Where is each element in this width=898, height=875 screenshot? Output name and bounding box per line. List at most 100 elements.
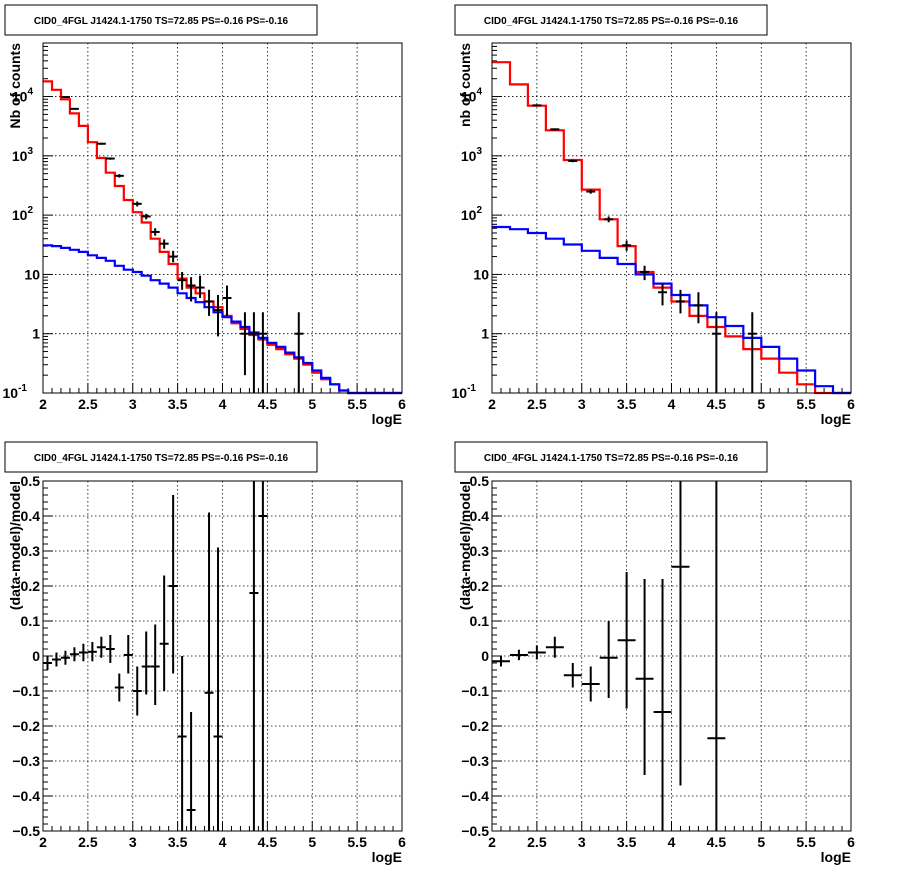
chart-title: CID0_4FGL J1424.1-1750 TS=72.85 PS=-0.16… xyxy=(484,16,739,27)
data-point xyxy=(249,312,259,393)
y-tick-label: 0.1 xyxy=(470,613,490,629)
data-point xyxy=(69,107,79,110)
y-axis-label: (data-model)/model xyxy=(457,481,473,610)
x-tick-label: 5.5 xyxy=(796,396,816,412)
data-point xyxy=(51,652,61,667)
data-point xyxy=(711,312,721,393)
y-tick-label: −0.2 xyxy=(461,718,489,734)
chart-title: CID0_4FGL J1424.1-1750 TS=72.85 PS=-0.16… xyxy=(484,453,739,464)
title-box: CID0_4FGL J1424.1-1750 TS=72.85 PS=-0.16… xyxy=(4,4,318,36)
title-box: CID0_4FGL J1424.1-1750 TS=72.85 PS=-0.16… xyxy=(4,441,318,473)
x-axis-label: logE xyxy=(372,411,402,427)
data-point xyxy=(693,292,703,324)
x-tick-label: 2.5 xyxy=(527,396,547,412)
data-point xyxy=(114,174,124,178)
y-tick-label: −0.5 xyxy=(461,823,489,839)
title-box: CID0_4FGL J1424.1-1750 TS=72.85 PS=-0.16… xyxy=(454,4,768,36)
y-tick-label: 0.3 xyxy=(470,543,490,559)
panel-4: CID0_4FGL J1424.1-1750 TS=72.85 PS=-0.16… xyxy=(454,441,855,865)
x-tick-label: 6 xyxy=(847,834,855,850)
x-tick-label: 5 xyxy=(757,834,765,850)
y-tick-label: 0.1 xyxy=(21,613,41,629)
grid xyxy=(492,481,851,831)
data-point xyxy=(105,157,115,160)
plot-frame xyxy=(491,480,852,832)
data-point xyxy=(527,645,546,660)
data-point xyxy=(492,656,510,667)
data-point xyxy=(177,656,187,831)
x-tick-label: 3.5 xyxy=(168,396,188,412)
x-tick-label: 4 xyxy=(219,834,227,850)
y-tick-label: −0.1 xyxy=(12,683,40,699)
data-point xyxy=(168,250,178,263)
data-point xyxy=(105,635,115,663)
data-point xyxy=(132,666,142,716)
data-point xyxy=(604,216,614,223)
x-tick-label: 6 xyxy=(398,834,406,850)
x-tick-label: 3.5 xyxy=(617,834,637,850)
data-point xyxy=(204,512,214,831)
data-point xyxy=(599,621,618,698)
y-tick-label: 0 xyxy=(481,648,489,664)
series-2 xyxy=(43,244,402,395)
x-tick-label: 4.5 xyxy=(707,834,727,850)
data-point xyxy=(159,575,169,691)
x-axis-label: logE xyxy=(821,411,851,427)
data-point xyxy=(586,189,596,194)
data-point xyxy=(258,481,268,831)
data-point xyxy=(186,712,196,831)
data-point xyxy=(249,481,259,831)
data-point xyxy=(186,277,196,302)
x-tick-label: 4 xyxy=(219,396,227,412)
data-point xyxy=(581,666,600,702)
data-point xyxy=(177,271,187,290)
x-tick-label: 3 xyxy=(129,834,137,850)
data-point xyxy=(258,312,268,393)
y-axis-label: nb of counts xyxy=(457,43,473,127)
series-1 xyxy=(492,481,726,831)
plot-frame xyxy=(491,42,852,394)
data-point xyxy=(653,579,672,831)
y-tick-label: 0.4 xyxy=(21,508,41,524)
data-point xyxy=(60,650,70,665)
x-tick-label: 2 xyxy=(488,834,496,850)
data-point xyxy=(69,647,79,662)
x-tick-label: 6 xyxy=(398,396,406,412)
data-point xyxy=(60,96,70,99)
data-point xyxy=(222,285,232,316)
data-point xyxy=(141,213,151,220)
x-tick-label: 4 xyxy=(668,396,676,412)
y-tick-label: 103 xyxy=(12,146,34,164)
x-tick-label: 2 xyxy=(39,834,47,850)
y-tick-label: 0.5 xyxy=(21,473,41,489)
x-tick-label: 5.5 xyxy=(347,396,367,412)
series-3 xyxy=(532,104,757,393)
y-tick-label: −0.4 xyxy=(461,788,489,804)
grid xyxy=(492,43,851,393)
x-tick-label: 4 xyxy=(668,834,676,850)
series-3 xyxy=(60,96,304,393)
x-tick-label: 3 xyxy=(578,396,586,412)
x-tick-label: 5.5 xyxy=(347,834,367,850)
x-axis-label: logE xyxy=(821,849,851,865)
y-tick-label: −0.4 xyxy=(12,788,40,804)
data-point xyxy=(141,631,151,695)
data-point xyxy=(550,128,560,131)
grid xyxy=(43,481,402,831)
data-point xyxy=(240,312,250,376)
y-tick-label: 102 xyxy=(12,205,34,223)
x-tick-label: 5.5 xyxy=(796,834,816,850)
plot-frame xyxy=(42,42,403,394)
data-point xyxy=(532,104,542,107)
data-point xyxy=(87,642,97,662)
y-tick-label: −0.5 xyxy=(12,823,40,839)
x-tick-label: 2.5 xyxy=(78,396,98,412)
data-point xyxy=(747,312,757,393)
y-tick-label: 10-1 xyxy=(3,383,28,401)
data-point xyxy=(43,656,52,670)
x-tick-label: 3.5 xyxy=(168,834,188,850)
y-tick-label: −0.1 xyxy=(461,683,489,699)
panel-2: CID0_4FGL J1424.1-1750 TS=72.85 PS=-0.16… xyxy=(452,4,855,427)
data-point xyxy=(96,142,106,145)
